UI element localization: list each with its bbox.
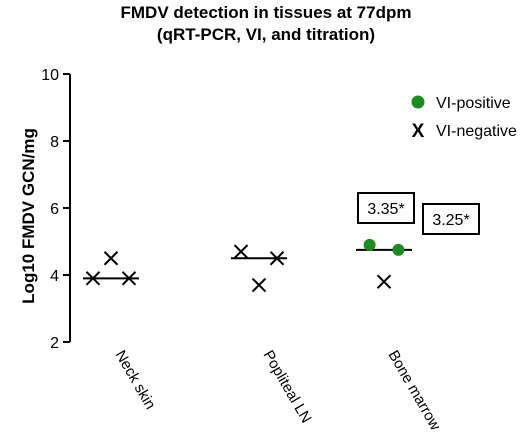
x-marker-stroke: [85, 271, 101, 286]
legend: VI-positive X VI-negative: [411, 95, 517, 142]
annotation-label: 3.35*: [367, 201, 404, 218]
x-category-label: Popliteal LN: [260, 348, 315, 427]
annotation-box: [357, 192, 415, 224]
x-marker-stroke: [121, 271, 137, 286]
point-vi-positive: [392, 243, 405, 256]
y-tick-label: 6: [50, 201, 59, 218]
legend-label: VI-positive: [436, 95, 511, 112]
legend-label: VI-negative: [436, 123, 517, 140]
point-vi-positive: [363, 238, 376, 251]
y-tick-label: 2: [50, 335, 59, 352]
x-marker-stroke: [233, 244, 249, 259]
point-vi-negative: [121, 271, 137, 286]
x-category-label: Bone marrow: [385, 348, 444, 434]
y-tick-label: 8: [50, 134, 59, 151]
point-vi-negative: [85, 271, 101, 286]
x-marker-stroke: [376, 274, 392, 289]
marks-group: 3.35* 3.25*: [83, 192, 480, 293]
x-marker-stroke: [251, 277, 267, 293]
legend-marker-vi-negative: X: [412, 121, 425, 142]
annotation-label: 3.25*: [432, 212, 469, 229]
point-vi-negative: [269, 251, 285, 266]
point-vi-negative: [103, 251, 119, 266]
point-vi-negative: [233, 244, 249, 259]
annotation-box: [422, 203, 480, 235]
y-axis-label: Log10 FMDV GCN/mg: [19, 128, 38, 304]
x-category-label: Neck skin: [112, 348, 159, 413]
chart-title-line-2: (qRT-PCR, VI, and titration): [156, 25, 376, 44]
y-tick-label: 10: [41, 67, 59, 84]
point-vi-negative: [251, 277, 267, 293]
legend-marker-vi-positive: [411, 95, 425, 109]
x-marker-stroke: [269, 251, 285, 266]
y-tick-label: 4: [50, 268, 59, 285]
x-marker-stroke: [103, 251, 119, 266]
point-vi-negative: [376, 274, 392, 289]
chart-title-line-1: FMDV detection in tissues at 77dpm: [120, 3, 412, 22]
